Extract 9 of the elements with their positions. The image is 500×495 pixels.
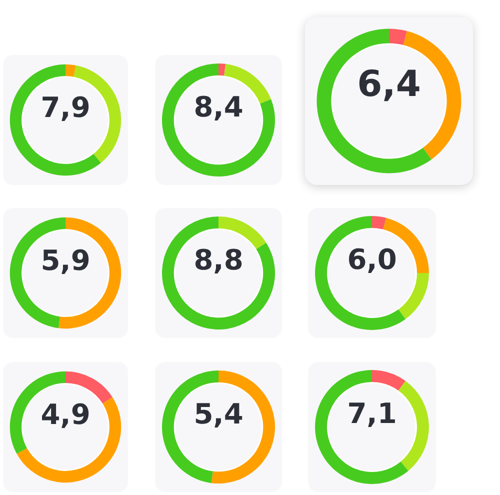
text: 4,9 [40,398,90,431]
text: 5,9 [40,244,90,277]
text: 5,4 [194,397,244,430]
text: 7,1 [347,397,397,430]
text: 8,8 [194,243,244,276]
text: 6,0 [347,243,397,276]
text: 7,9 [40,90,90,124]
text: 6,4 [357,64,421,105]
text: 8,4 [194,90,244,124]
